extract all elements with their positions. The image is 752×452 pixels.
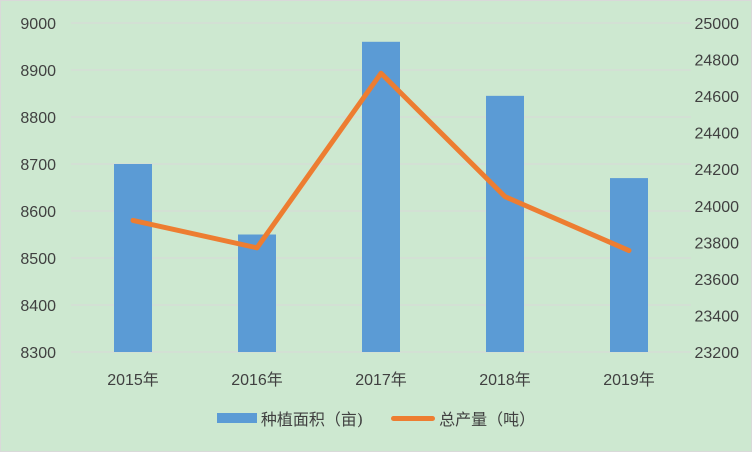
combo-chart: 9000 8900 8800 8700 8600 8500 8400 8300 25000 248… — [20, 16, 740, 389]
category-label: 2019年 — [603, 371, 655, 389]
right-axis-tick: 24800 — [695, 53, 740, 70]
legend-item-output[interactable]: 总产量（吨） — [391, 406, 535, 430]
left-axis-tick: 8700 — [20, 157, 56, 174]
legend: 种植面积（亩) 总产量（吨） — [1, 406, 751, 430]
right-axis-tick: 24200 — [695, 162, 740, 179]
left-axis-tick: 8400 — [20, 298, 56, 315]
left-axis-tick: 8800 — [20, 110, 56, 127]
right-axis-tick: 25000 — [695, 16, 740, 33]
category-label: 2017年 — [355, 371, 407, 389]
right-axis-tick: 23200 — [695, 345, 740, 362]
right-axis-tick: 23400 — [695, 308, 740, 325]
left-axis-tick: 8300 — [20, 345, 56, 362]
category-label: 2015年 — [107, 371, 159, 389]
right-axis-tick: 24400 — [695, 126, 740, 143]
bar — [114, 164, 152, 352]
right-axis-tick: 24600 — [695, 89, 740, 106]
right-axis-tick: 23600 — [695, 272, 740, 289]
bar — [486, 95, 524, 352]
line-swatch-icon — [391, 415, 436, 421]
category-label: 2016年 — [231, 371, 283, 389]
legend-label-output: 总产量（吨） — [439, 410, 536, 429]
left-axis-tick: 8500 — [20, 251, 56, 268]
legend-label-area: 种植面积（亩) — [260, 410, 364, 429]
right-axis-tick: 24000 — [695, 199, 740, 216]
bar-swatch-icon — [216, 413, 257, 423]
left-axis-tick: 9000 — [20, 16, 56, 33]
category-label: 2018年 — [479, 371, 531, 389]
legend-item-area[interactable]: 种植面积（亩) — [216, 406, 364, 430]
bar — [238, 234, 276, 352]
left-axis-tick: 8600 — [20, 204, 56, 221]
bar — [610, 178, 648, 352]
output-line — [130, 70, 632, 254]
right-axis-tick: 23800 — [695, 235, 740, 252]
left-axis-tick: 8900 — [20, 63, 56, 80]
